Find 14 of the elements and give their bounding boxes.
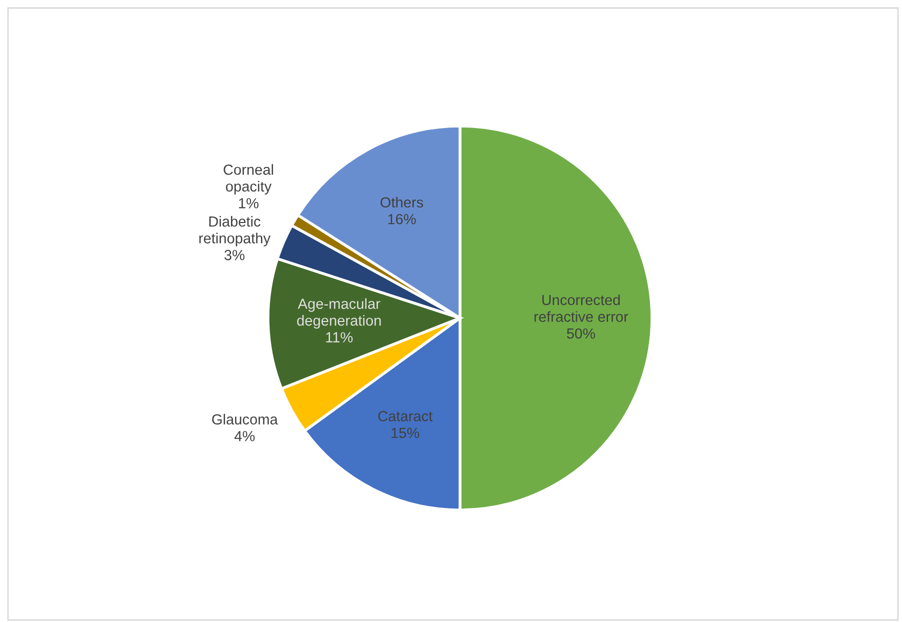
data-label: 11%	[326, 332, 353, 342]
slice-label: Glaucoma	[212, 414, 278, 425]
data-label: 16%	[388, 214, 416, 224]
data-label: 3%	[224, 250, 244, 260]
data-label: 1%	[239, 198, 258, 208]
slice-label: Uncorrected refractive error	[534, 294, 628, 322]
slice-label: Diabetic retinopathy	[199, 216, 271, 246]
data-label: 4%	[234, 431, 255, 442]
slice-label: Others	[380, 196, 424, 208]
data-label: 15%	[392, 428, 420, 438]
slice-label: Age-macular degeneration	[297, 298, 381, 329]
slice-label: Cataract	[378, 410, 433, 422]
data-label: 50%	[566, 328, 596, 339]
slice-label: Corneal opacity	[224, 164, 274, 194]
